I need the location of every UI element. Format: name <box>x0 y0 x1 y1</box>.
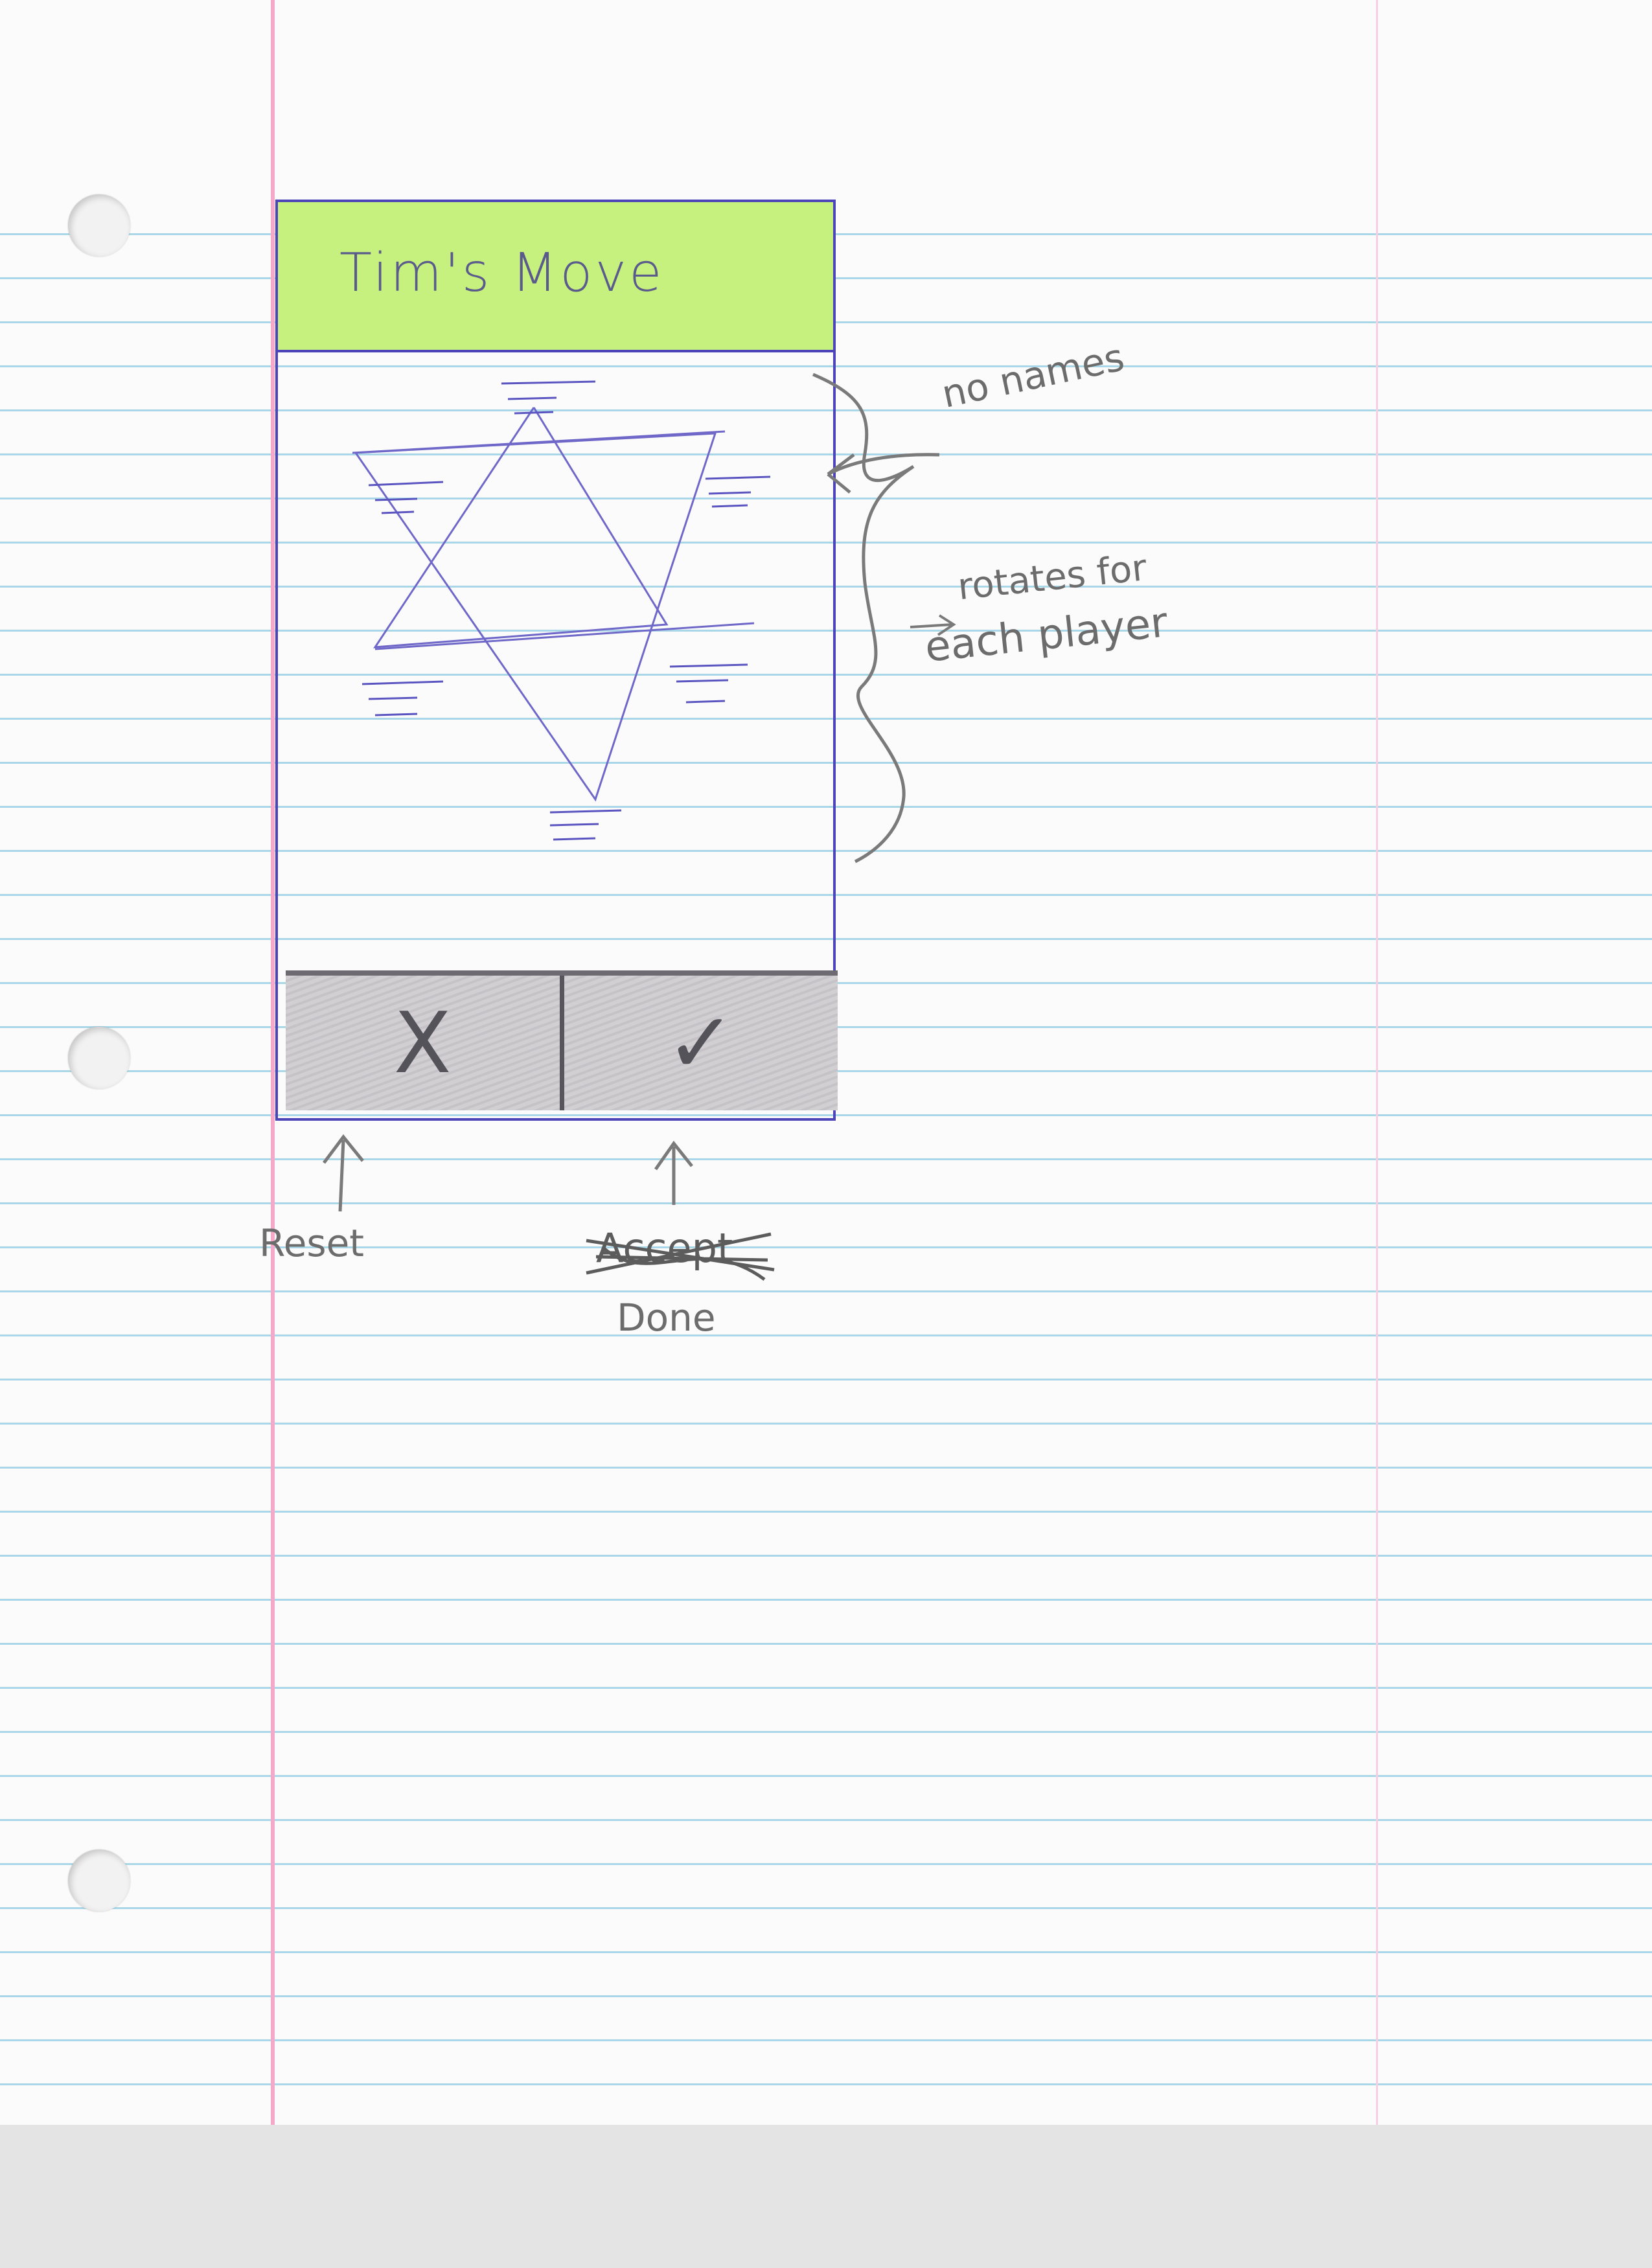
annotation-done: Done <box>617 1296 716 1340</box>
done-button[interactable]: ✓ <box>564 976 838 1110</box>
right-margin-line <box>1376 0 1378 2125</box>
name-slot-bottom <box>549 809 622 841</box>
board-line <box>352 430 726 454</box>
title-bar: Tim's Move <box>278 202 833 352</box>
punch-hole <box>68 194 130 257</box>
punch-hole <box>68 1850 130 1912</box>
paper-header-margin <box>0 0 1652 191</box>
phone-screen-frame: Tim's Move <box>275 200 836 1121</box>
name-slot-top-right <box>705 475 771 508</box>
name-slot-bottom-right <box>669 663 748 704</box>
name-slot-top-left <box>368 481 444 514</box>
x-icon: X <box>393 994 452 1092</box>
star-board[interactable] <box>278 352 833 968</box>
game-board[interactable] <box>278 352 833 968</box>
turn-title: Tim's Move <box>339 242 665 304</box>
name-slot-bottom-left <box>361 680 444 716</box>
annotation-accept-crossed-out: Accept <box>596 1224 733 1272</box>
board-triangle-up <box>373 407 669 648</box>
annotation-reset: Reset <box>259 1221 365 1265</box>
board-line <box>374 622 755 650</box>
name-slot-top <box>501 380 596 415</box>
reset-button[interactable]: X <box>286 976 564 1110</box>
checkmark-icon: ✓ <box>665 994 737 1092</box>
punch-hole <box>68 1027 130 1089</box>
left-margin-line <box>271 0 275 2125</box>
action-button-bar: X ✓ <box>286 970 838 1110</box>
